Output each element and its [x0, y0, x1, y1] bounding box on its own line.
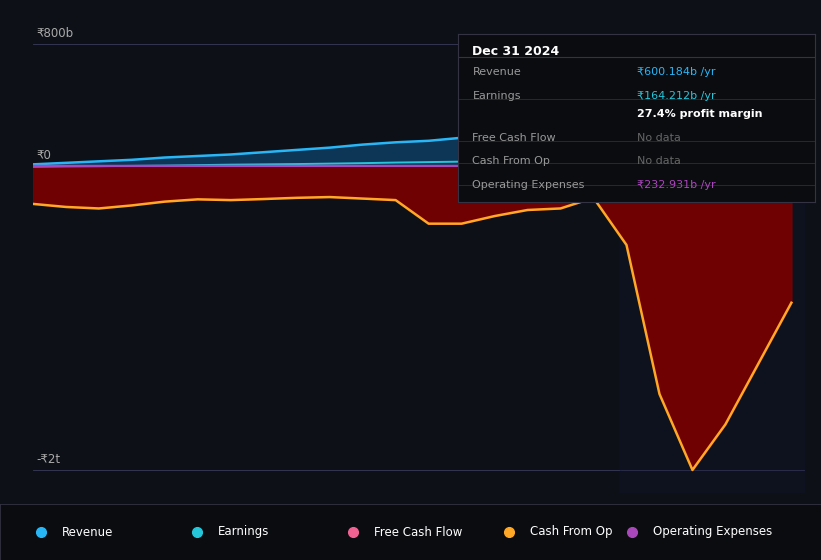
Text: 2015: 2015 — [116, 503, 148, 516]
Text: 2021: 2021 — [511, 503, 544, 516]
Text: ₹164.212b /yr: ₹164.212b /yr — [637, 91, 715, 101]
Text: 2022: 2022 — [578, 503, 609, 516]
Text: Free Cash Flow: Free Cash Flow — [374, 525, 462, 539]
Text: Earnings: Earnings — [218, 525, 269, 539]
Text: 27.4% profit margin: 27.4% profit margin — [637, 109, 762, 119]
Text: No data: No data — [637, 133, 681, 143]
Text: 2017: 2017 — [248, 503, 280, 516]
Bar — [620, 34, 805, 493]
Text: 2024: 2024 — [709, 503, 741, 516]
Text: Operating Expenses: Operating Expenses — [472, 180, 585, 190]
Text: Cash From Op: Cash From Op — [472, 156, 550, 166]
Text: 2020: 2020 — [446, 503, 478, 516]
Text: ₹800b: ₹800b — [36, 27, 73, 40]
Text: Operating Expenses: Operating Expenses — [653, 525, 772, 539]
Text: Cash From Op: Cash From Op — [530, 525, 612, 539]
Text: Revenue: Revenue — [472, 67, 521, 77]
Text: -₹2t: -₹2t — [36, 453, 60, 466]
Text: 2019: 2019 — [380, 503, 411, 516]
Text: Revenue: Revenue — [62, 525, 113, 539]
Text: 2023: 2023 — [644, 503, 676, 516]
Text: Earnings: Earnings — [472, 91, 521, 101]
Text: 2016: 2016 — [182, 503, 213, 516]
Text: ₹232.931b /yr: ₹232.931b /yr — [637, 180, 715, 190]
Text: ₹600.184b /yr: ₹600.184b /yr — [637, 67, 715, 77]
Text: Free Cash Flow: Free Cash Flow — [472, 133, 556, 143]
Text: Dec 31 2024: Dec 31 2024 — [472, 45, 560, 58]
Text: ₹0: ₹0 — [36, 149, 51, 162]
Text: No data: No data — [637, 156, 681, 166]
Text: 2018: 2018 — [314, 503, 346, 516]
